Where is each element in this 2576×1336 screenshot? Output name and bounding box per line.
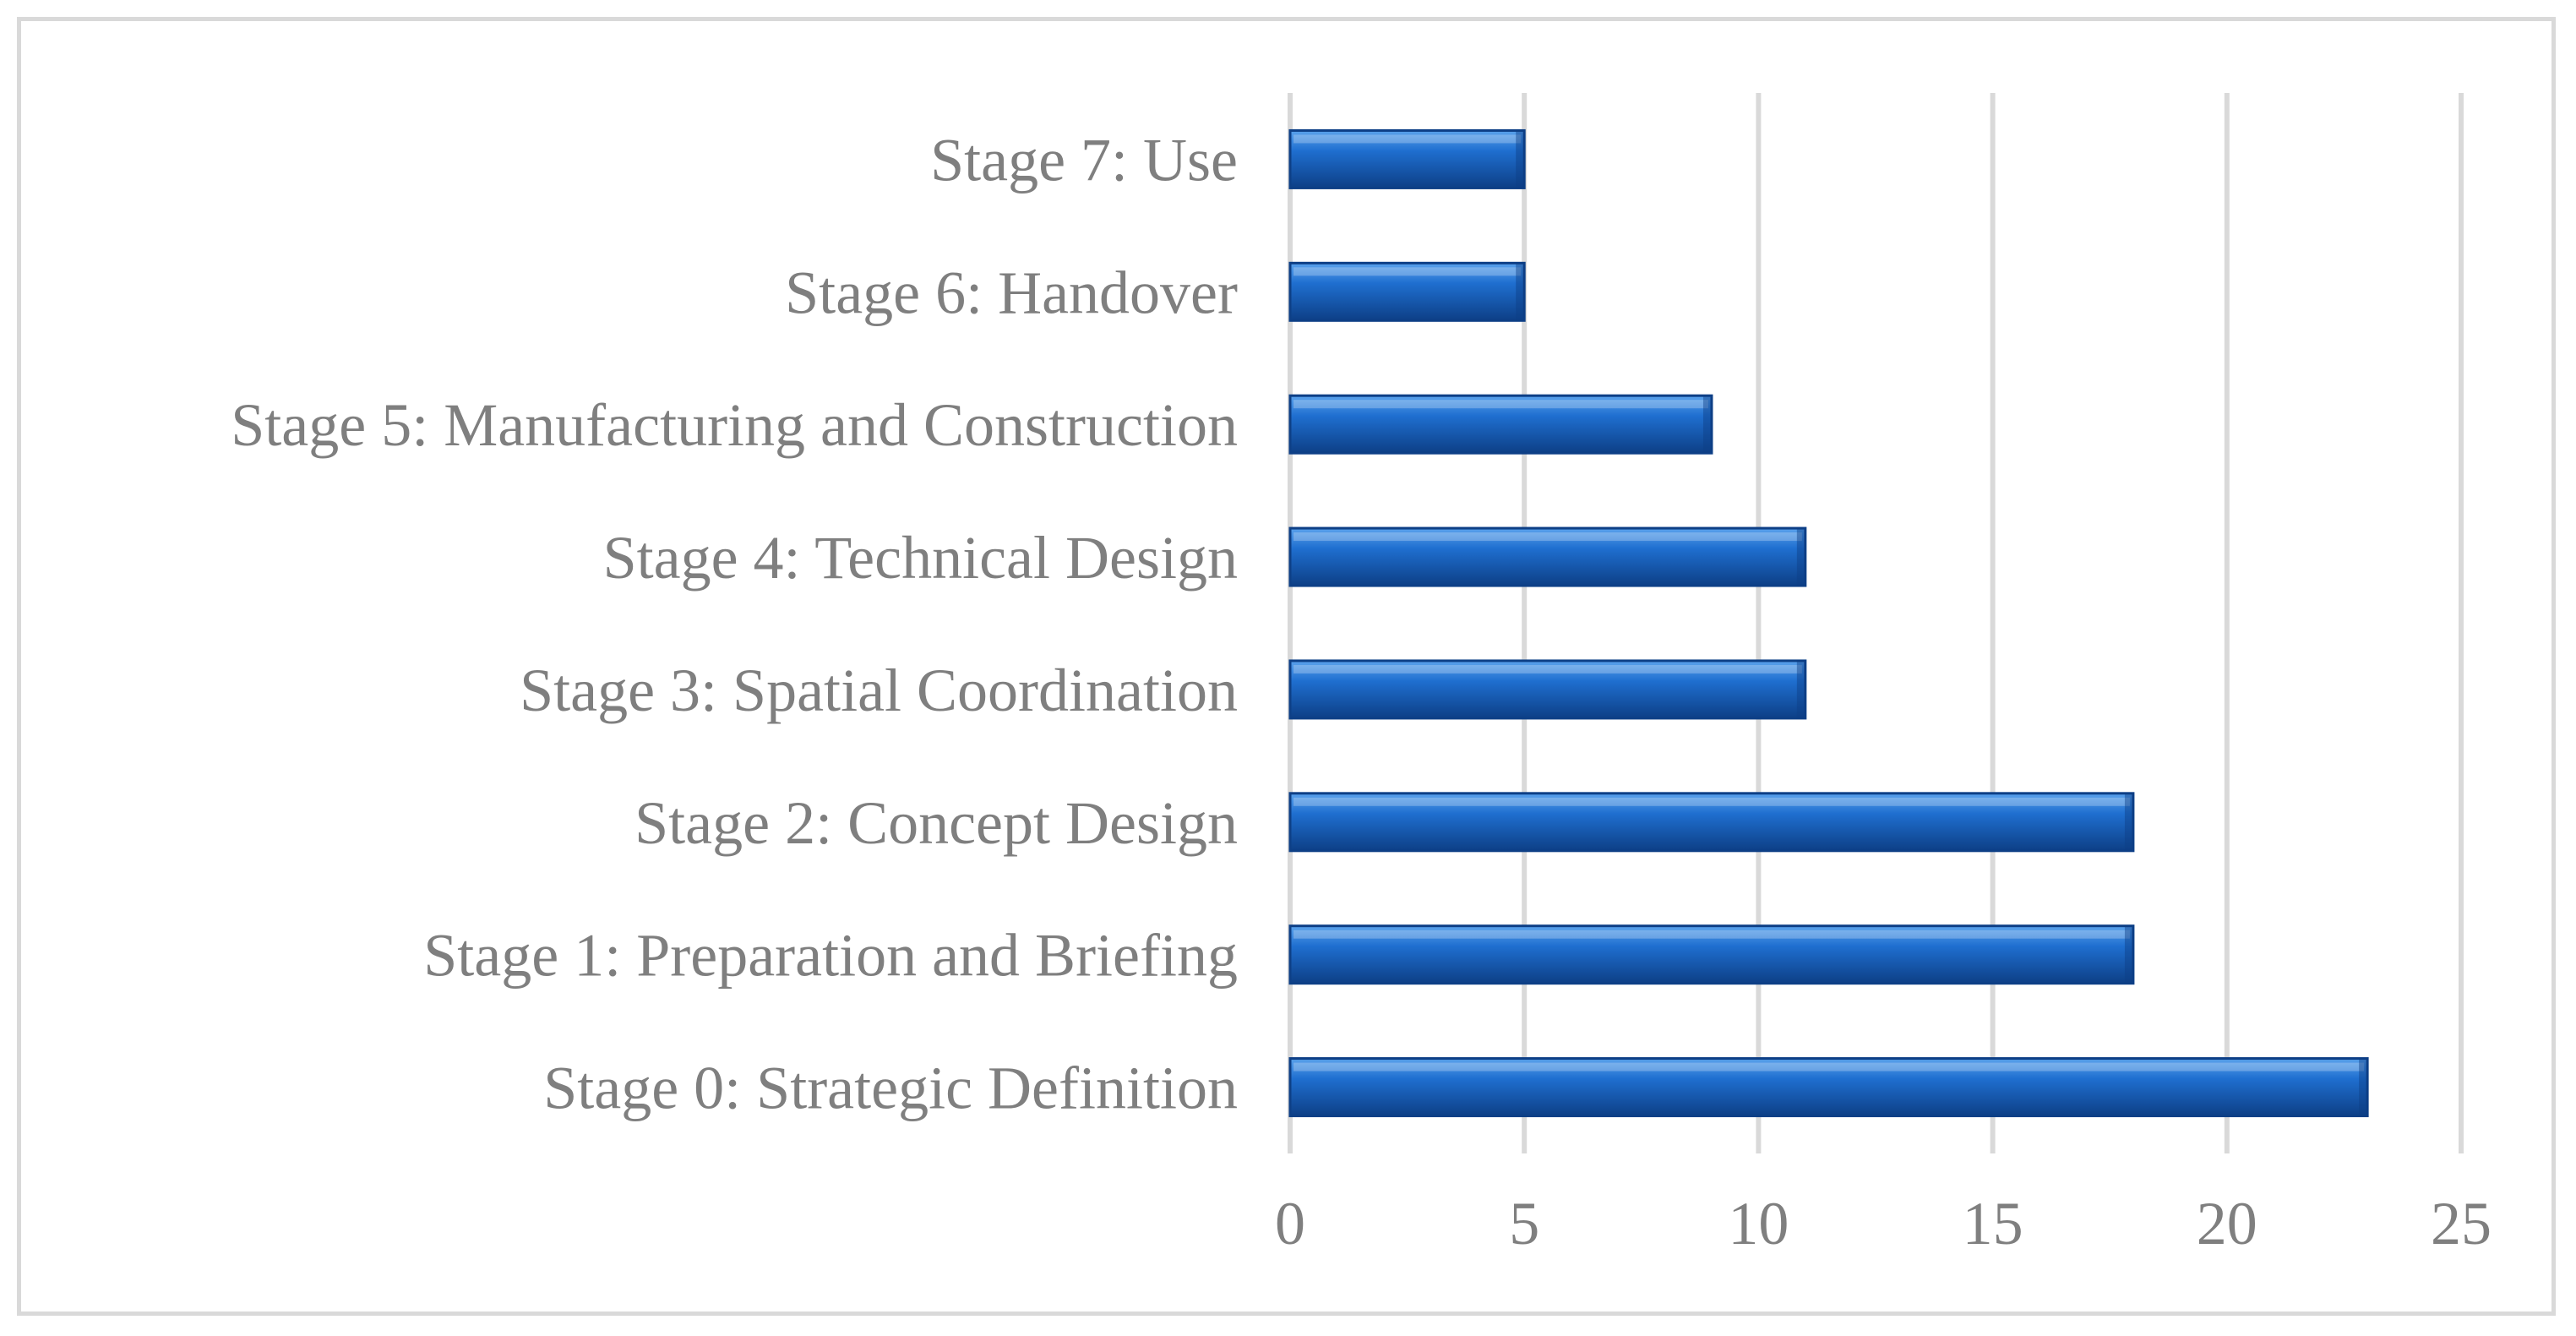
bar-highlight [1293,532,1802,542]
bar [1288,1057,2369,1118]
bar-end-cap [1516,130,1525,188]
category-label: Stage 4: Technical Design [603,524,1238,592]
category-labels: Stage 0: Strategic Definition Stage 1: Pr… [231,126,1238,1121]
bar-end-cap [1796,528,1805,586]
bar-end-cap [2359,1058,2368,1116]
bar [1288,394,1713,455]
bar-highlight [1293,664,1802,673]
x-tick-label: 10 [1728,1190,1789,1257]
x-tick-label: 20 [2197,1190,2257,1257]
bar-end-cap [2124,925,2133,984]
chart-frame: Stage 0: Strategic Definition Stage 1: Pr… [17,17,2556,1316]
category-label: Stage 3: Spatial Coordination [520,657,1238,724]
bar-group [1288,128,1526,189]
x-tick-label: 15 [1963,1190,2023,1257]
bar-end-cap [1516,263,1525,321]
bar-highlight [1293,1062,2365,1072]
x-tick-label: 25 [2431,1190,2492,1257]
bar-highlight [1293,930,2130,939]
bar-group [1288,261,1526,322]
bar-group [1288,526,1807,587]
category-label: Stage 2: Concept Design [634,789,1238,857]
bar-group [1288,792,2135,853]
bar-end-cap [1702,395,1712,454]
bar-group [1288,659,1807,720]
bar-highlight [1293,134,1522,144]
category-label: Stage 5: Manufacturing and Construction [231,391,1238,459]
bar [1288,792,2135,853]
x-tick-label: 5 [1509,1190,1539,1257]
category-label: Stage 1: Preparation and Briefing [423,922,1238,990]
bar [1288,924,2135,985]
category-label: Stage 7: Use [930,126,1238,194]
category-label: Stage 6: Handover [785,259,1238,326]
bar [1288,526,1807,587]
bar-highlight [1293,400,1708,409]
bar-end-cap [1796,660,1805,718]
x-tick-label: 0 [1275,1190,1305,1257]
bar [1288,128,1526,189]
category-label: Stage 0: Strategic Definition [543,1055,1238,1122]
x-axis-ticks: 0 5 10 15 20 25 [1275,1190,2492,1257]
bar-group [1288,394,1713,455]
bar-end-cap [2124,793,2133,851]
bar-group [1288,924,2135,985]
bar [1288,261,1526,322]
gridlines [1288,93,2464,1153]
bar [1288,659,1807,720]
bar-chart: Stage 0: Strategic Definition Stage 1: Pr… [231,93,2492,1257]
bar-group [1288,1057,2369,1118]
bar-highlight [1293,797,2130,806]
bars [1288,128,2369,1118]
bar-highlight [1293,267,1522,276]
